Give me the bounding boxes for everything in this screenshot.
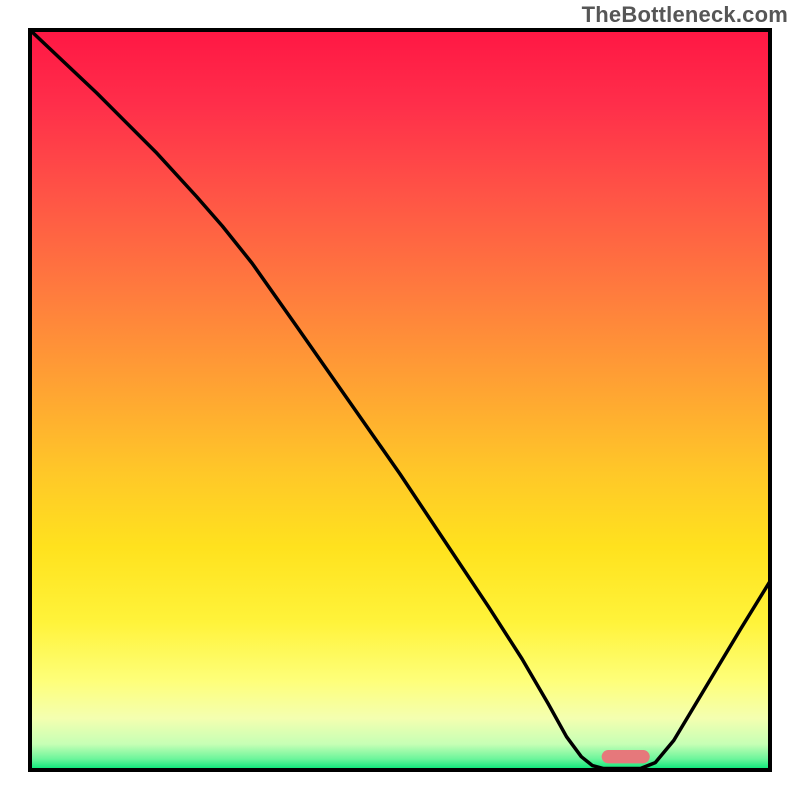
watermark-text: TheBottleneck.com <box>582 2 788 28</box>
optimal-marker <box>602 750 650 763</box>
bottleneck-chart <box>0 0 800 800</box>
chart-container: TheBottleneck.com <box>0 0 800 800</box>
gradient-background <box>30 30 770 770</box>
